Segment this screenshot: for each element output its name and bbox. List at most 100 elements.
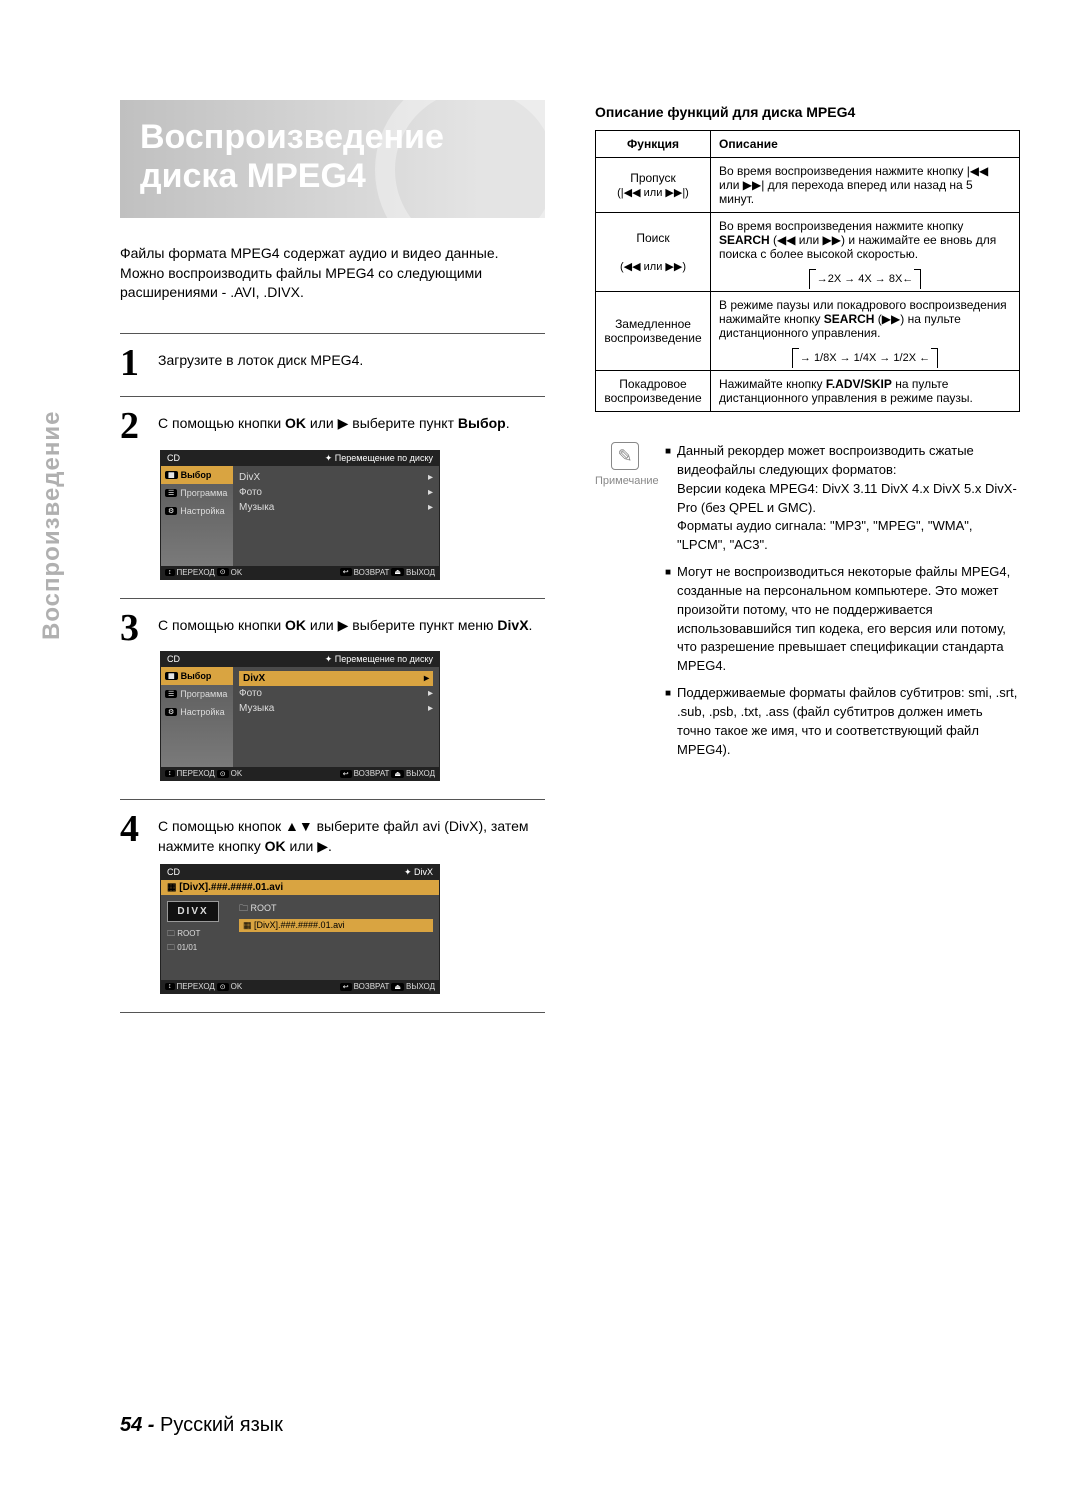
osd-list-item: DivX [239, 472, 260, 483]
divider [120, 1012, 545, 1013]
osd-foot-ok: OK [231, 982, 243, 991]
table-row: Поиск (◀◀ или ▶▶) Во время воспроизведени… [596, 213, 1020, 292]
osd-foot-exit: ВЫХОД [406, 982, 435, 991]
root-label: ROOT [251, 903, 277, 913]
bold: DivX [497, 617, 528, 633]
osd-divx-label: ✦ DivX [404, 867, 433, 878]
func-name: воспроизведение [604, 391, 701, 405]
page-number: 54 - [120, 1414, 154, 1436]
func-name: Поиск [636, 231, 669, 245]
step-3: 3 С помощью кнопки OK или ▶ выберите пун… [120, 613, 545, 643]
bullet-icon: ■ [665, 563, 671, 676]
th-description: Описание [711, 131, 1020, 158]
func-desc: В режиме паузы или покадрового воспроизв… [711, 292, 1020, 371]
osd-foot-exit: ВЫХОД [406, 769, 435, 778]
page-content: Воспроизведение диска MPEG4 Файлы формат… [0, 0, 1080, 1407]
step-1: 1 Загрузите в лоток диск MPEG4. [120, 348, 545, 378]
ok-key: OK [285, 617, 306, 633]
text: или ▶ выберите пункт [306, 415, 458, 431]
osd-nav-label: ✦ Перемещение по диску [325, 654, 433, 665]
bold: Выбор [458, 415, 506, 431]
note-text: Данный рекордер может воспроизводить сжа… [677, 443, 974, 477]
osd-nav-label: ✦ Перемещение по диску [325, 453, 433, 464]
osd-foot-return: ВОЗВРАТ [354, 982, 390, 991]
table-row: Покадровоевоспроизведение Нажимайте кноп… [596, 371, 1020, 412]
note-list: ■ Данный рекордер может воспроизводить с… [665, 442, 1020, 768]
title-line-1: Воспроизведение [140, 118, 444, 156]
osd-left-menu: ▦Выбор ☰Программа ⚙Настройка [161, 667, 233, 767]
func-desc: Нажимайте кнопку F.ADV/SKIP на пульте ди… [711, 371, 1020, 412]
osd-screenshot-2: CD ✦ Перемещение по диску ▦Выбор ☰Програ… [160, 651, 440, 781]
osd-foot-ok: OK [231, 568, 243, 577]
osd-foot-move: ПЕРЕХОД [177, 982, 215, 991]
right-heading: Описание функций для диска MPEG4 [595, 104, 1020, 120]
step-number: 1 [120, 348, 148, 378]
func-sub: (|◀◀ или ▶▶|) [617, 187, 689, 199]
step-number: 4 [120, 814, 148, 856]
func-sub: (◀◀ или ▶▶) [620, 261, 686, 273]
osd-menu-item: Программа [180, 488, 227, 498]
note-text: Могут не воспроизводиться некоторые файл… [677, 563, 1020, 676]
step-4-text: С помощью кнопок ▲▼ выберите файл avi (D… [158, 814, 545, 856]
left-column: Воспроизведение диска MPEG4 Файлы формат… [120, 100, 545, 1347]
func-name: Пропуск [630, 171, 676, 185]
osd-menu-item: Программа [180, 689, 227, 699]
osd-foot-move: ПЕРЕХОД [177, 769, 215, 778]
title-box: Воспроизведение диска MPEG4 [120, 100, 545, 218]
bullet-icon: ■ [665, 684, 671, 759]
step-2: 2 С помощью кнопки OK или ▶ выберите пун… [120, 411, 545, 441]
osd-title: CD [167, 867, 180, 878]
table-row: Пропуск(|◀◀ или ▶▶|) Во время воспроизве… [596, 158, 1020, 213]
note-text: Поддерживаемые форматы файлов субтитров:… [677, 684, 1020, 759]
osd-menu-item: Выбор [181, 470, 212, 480]
osd-list-item: Музыка [239, 502, 274, 513]
function-table: Функция Описание Пропуск (|◀◀ или ▶▶|) Во… [595, 130, 1020, 412]
osd-foot-return: ВОЗВРАТ [354, 769, 390, 778]
ok-key: OK [265, 838, 286, 854]
note-block: ✎ Примечание ■ Данный рекордер может вос… [595, 442, 1020, 768]
step-1-text: Загрузите в лоток диск MPEG4. [158, 348, 363, 378]
root-count: 01/01 [177, 943, 197, 952]
osd-menu-item: Настройка [180, 707, 224, 717]
osd-title: CD [167, 654, 180, 665]
osd-foot-ok: OK [231, 769, 243, 778]
note-icon: ✎ [611, 442, 639, 470]
page-footer: 54 - Русский язык [120, 1414, 283, 1437]
osd-selected-file: ▦ [DivX].###.####.01.avi [161, 880, 439, 895]
osd-menu-item: Выбор [181, 671, 212, 681]
root-label: ROOT [177, 929, 200, 938]
osd-title: CD [167, 453, 180, 464]
note-text: Форматы аудио сигнала: "MP3", "MPEG", "W… [677, 518, 972, 552]
step-3-text: С помощью кнопки OK или ▶ выберите пункт… [158, 613, 532, 643]
side-section-label: Воспроизведение [38, 411, 66, 641]
title-line-2: диска MPEG4 [140, 157, 366, 195]
osd-screenshot-1: CD ✦ Перемещение по диску ▦Выбор ☰Програ… [160, 450, 440, 580]
osd-list-item: DivX [243, 673, 265, 684]
text: или ▶ выберите пункт меню [306, 617, 497, 633]
divider [120, 396, 545, 397]
func-name: воспроизведение [604, 331, 701, 345]
osd-screenshot-3: CD ✦ DivX ▦ [DivX].###.####.01.avi DIVX … [160, 864, 440, 994]
osd-right-list: DivX▸ Фото▸ Музыка▸ [233, 667, 439, 767]
text: . [529, 617, 533, 633]
osd-right-list: DivX▸ Фото▸ Музыка▸ [233, 466, 439, 566]
osd-foot-return: ВОЗВРАТ [354, 568, 390, 577]
osd-list-item: Фото [239, 487, 262, 498]
table-row: Замедленноевоспроизведение В режиме пауз… [596, 292, 1020, 371]
ok-key: OK [285, 415, 306, 431]
osd-list-item: Музыка [239, 703, 274, 714]
text: С помощью кнопок ▲▼ выберите файл avi (D… [158, 818, 529, 854]
file-item-selected: ▦ [DivX].###.####.01.avi [239, 919, 433, 932]
func-desc: Во время воспроизведения нажмите кнопку … [711, 213, 1020, 292]
osd-list-item: Фото [239, 688, 262, 699]
osd-menu-item: Настройка [180, 506, 224, 516]
divider [120, 333, 545, 334]
page-language: Русский язык [160, 1414, 283, 1436]
step-number: 2 [120, 411, 148, 441]
divider [120, 799, 545, 800]
osd-left-menu: ▦Выбор ☰Программа ⚙Настройка [161, 466, 233, 566]
text: или ▶. [286, 838, 332, 854]
osd-foot-move: ПЕРЕХОД [177, 568, 215, 577]
th-function: Функция [596, 131, 711, 158]
note-label: Примечание [595, 474, 655, 490]
